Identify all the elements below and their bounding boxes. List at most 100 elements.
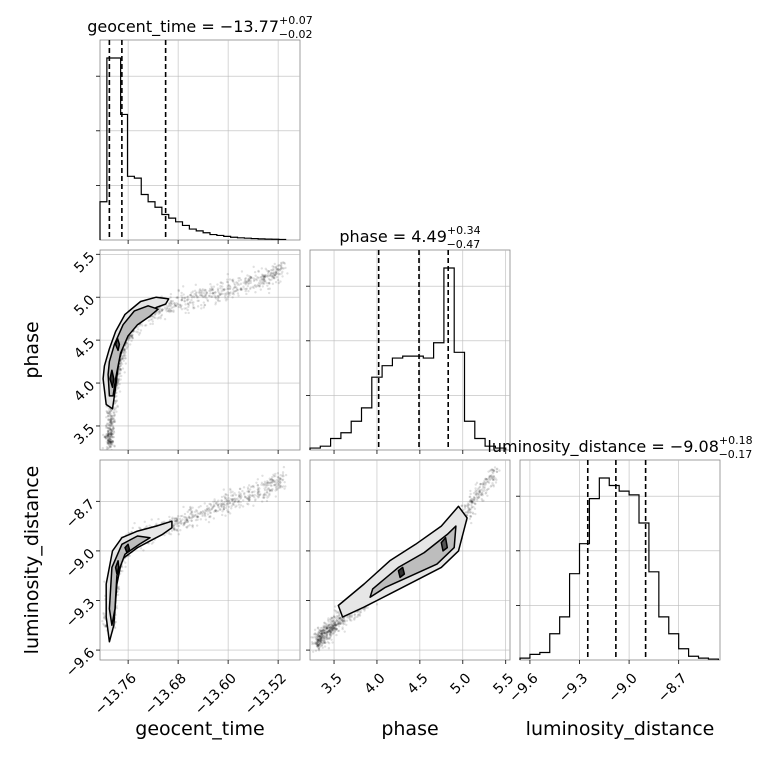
scatter-point: [192, 515, 196, 518]
scatter-point: [192, 305, 195, 309]
scatter-point: [239, 493, 242, 497]
scatter-point: [113, 444, 116, 448]
scatter-point: [230, 505, 233, 508]
scatter-point: [186, 510, 189, 514]
scatter-point: [320, 632, 324, 635]
scatter-point: [484, 491, 488, 494]
scatter-point: [214, 297, 218, 300]
scatter-point: [268, 287, 271, 290]
scatter-point: [325, 627, 328, 630]
scatter-point: [180, 297, 184, 300]
scatter-point: [319, 635, 323, 638]
scatter-point: [116, 404, 119, 407]
scatter-point: [105, 433, 109, 436]
scatter-point: [329, 632, 333, 635]
scatter-point: [320, 641, 323, 645]
scatter-point: [314, 633, 317, 636]
scatter-point: [139, 329, 143, 332]
scatter-point: [226, 287, 230, 291]
scatter-point: [163, 533, 166, 537]
scatter-point: [194, 518, 198, 522]
scatter-point: [484, 477, 487, 481]
scatter-point: [199, 510, 203, 514]
scatter-point: [186, 520, 190, 524]
scatter-point: [112, 435, 116, 439]
scatter-point: [350, 619, 353, 622]
scatter-point: [118, 372, 121, 375]
scatter-point: [329, 630, 332, 634]
scatter-point: [490, 474, 493, 477]
scatter-point: [173, 528, 177, 532]
scatter-point: [163, 317, 167, 321]
scatter-point: [492, 476, 496, 479]
scatter-point: [228, 278, 232, 281]
scatter-point: [470, 500, 473, 503]
scatter-point: [331, 624, 334, 627]
scatter-point: [495, 478, 498, 482]
scatter-point: [327, 630, 330, 634]
scatter-point: [320, 632, 324, 635]
scatter-point: [468, 495, 472, 498]
scatter-point: [253, 270, 257, 274]
scatter-point: [244, 288, 248, 291]
scatter-point: [110, 418, 114, 421]
scatter-point: [322, 637, 325, 640]
scatter-point: [319, 638, 323, 642]
scatter-point: [333, 621, 337, 624]
scatter-point: [323, 645, 327, 648]
scatter-point: [231, 292, 234, 295]
scatter-point: [284, 473, 288, 477]
scatter-point: [216, 283, 219, 286]
scatter-point: [236, 283, 239, 286]
scatter-point: [108, 440, 112, 444]
scatter-point: [337, 623, 340, 626]
scatter-point: [328, 629, 331, 633]
scatter-point: [332, 618, 335, 621]
scatter-point: [174, 520, 178, 523]
scatter-point: [324, 641, 327, 644]
scatter-point: [483, 489, 486, 492]
scatter-point: [203, 304, 206, 307]
scatter-point: [357, 613, 360, 616]
scatter-point: [254, 285, 258, 289]
scatter-point: [203, 288, 207, 291]
scatter-point: [323, 631, 326, 635]
scatter-point: [256, 490, 259, 494]
scatter-point: [168, 304, 171, 308]
scatter-point: [332, 623, 335, 626]
scatter-point: [324, 629, 327, 633]
scatter-point: [276, 267, 279, 271]
scatter-point: [267, 277, 271, 281]
scatter-point: [107, 440, 110, 444]
scatter-point: [478, 485, 482, 489]
scatter-point: [471, 500, 474, 503]
scatter-point: [332, 626, 335, 629]
scatter-point: [249, 279, 252, 283]
scatter-point: [195, 294, 198, 297]
scatter-point: [158, 310, 162, 313]
scatter-point: [203, 511, 206, 514]
scatter-point: [336, 622, 339, 626]
scatter-point: [210, 285, 213, 288]
scatter-point: [181, 514, 184, 518]
scatter-point: [470, 506, 473, 510]
scatter-point: [204, 293, 208, 296]
scatter-point: [108, 439, 111, 442]
scatter-point: [323, 631, 327, 635]
scatter-point: [110, 439, 113, 443]
scatter-point: [317, 637, 321, 641]
scatter-point: [122, 354, 126, 358]
scatter-point: [226, 278, 229, 281]
scatter-point: [330, 633, 333, 636]
scatter-point: [338, 616, 342, 620]
scatter-point: [182, 505, 185, 509]
scatter-point: [335, 624, 339, 627]
scatter-point: [320, 634, 324, 637]
scatter-point: [341, 627, 344, 631]
scatter-point: [478, 490, 482, 494]
scatter-point: [327, 625, 330, 628]
scatter-point: [469, 492, 472, 496]
scatter-point: [322, 639, 325, 643]
scatter-point: [278, 477, 281, 481]
scatter-point: [175, 518, 179, 522]
